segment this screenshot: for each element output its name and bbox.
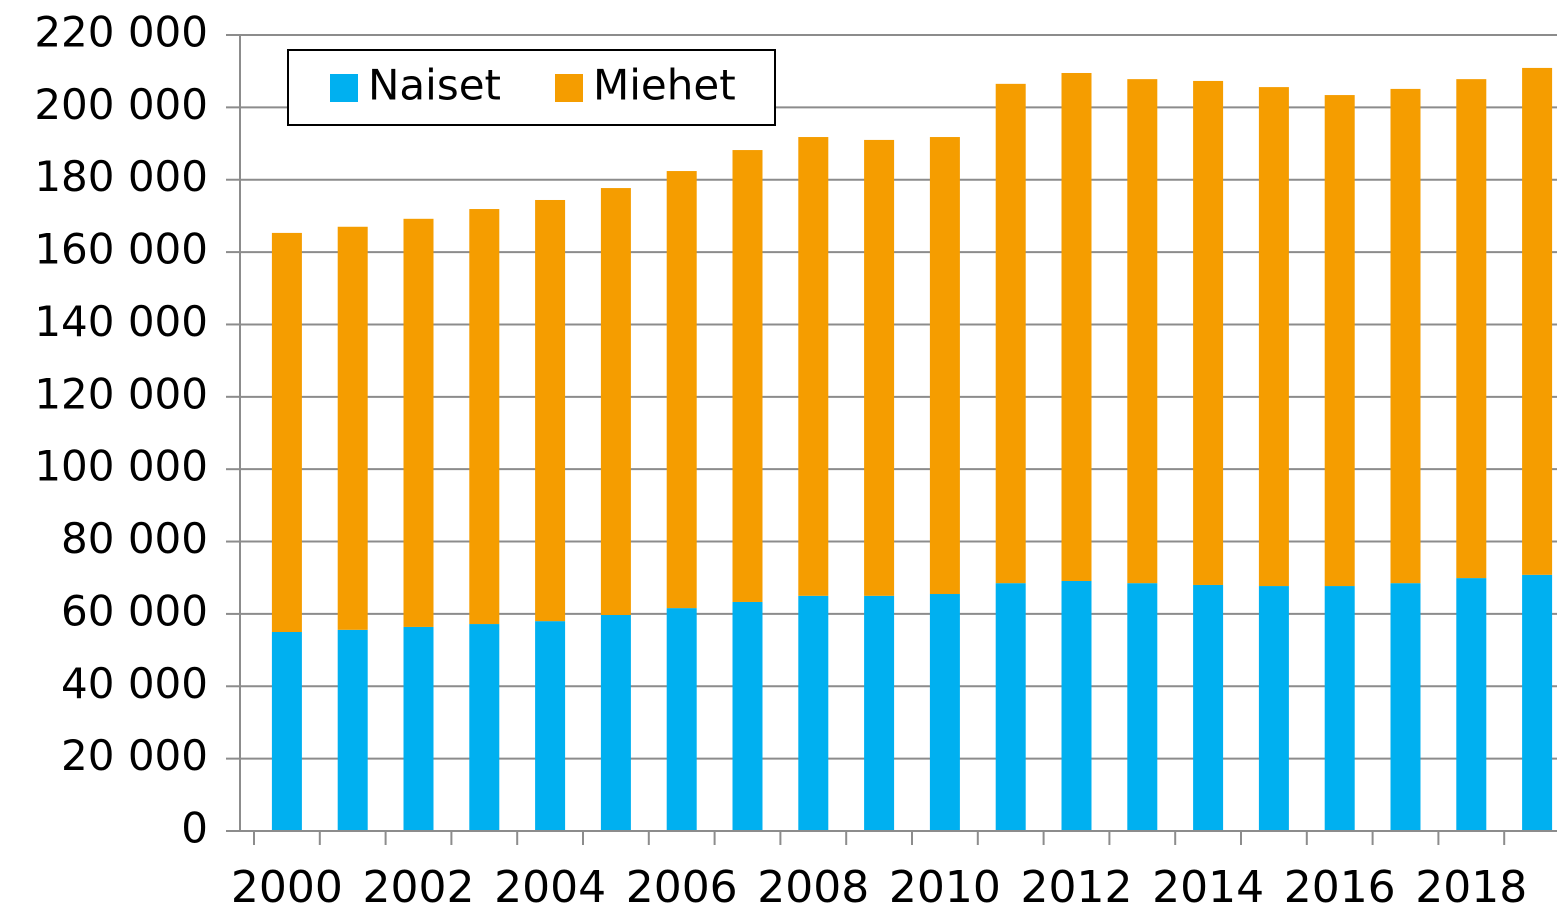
x-tick-label: 2004: [494, 862, 606, 913]
y-tick-label: 220 000: [34, 8, 208, 57]
x-tick-label: 2006: [626, 862, 738, 913]
x-tick-label: 2002: [363, 862, 475, 913]
bar-segment: [271, 232, 302, 632]
bar-segment: [1522, 574, 1553, 831]
bar-segment: [995, 83, 1026, 584]
y-tick-label: 80 000: [61, 514, 208, 563]
bar-segment: [535, 199, 566, 622]
bar-segment: [1456, 79, 1487, 579]
bar-segment: [1324, 586, 1355, 831]
bar-segment: [403, 626, 434, 831]
bar-segment: [798, 137, 829, 596]
legend-box: [287, 49, 776, 126]
bar-segment: [469, 624, 500, 831]
y-tick-label: 20 000: [61, 731, 208, 780]
bar-segment: [337, 629, 368, 831]
legend-swatch: [555, 74, 583, 102]
bar-segment: [1061, 72, 1092, 581]
legend: Naiset Miehet: [287, 49, 776, 126]
bar-segment: [337, 226, 368, 630]
bar-segment: [535, 621, 566, 831]
bar-segment: [1390, 88, 1421, 584]
bar-segment: [1258, 87, 1289, 587]
x-tick-label: 2008: [757, 862, 869, 913]
x-tick-label: 2000: [231, 862, 343, 913]
bar-segment: [864, 139, 895, 596]
x-tick-label: 2014: [1152, 862, 1264, 913]
y-tick-label: 160 000: [34, 225, 208, 274]
bar-segment: [271, 632, 302, 831]
bar-segment: [1127, 583, 1158, 831]
bar-segment: [864, 595, 895, 831]
y-tick-label: 180 000: [34, 152, 208, 201]
bar-segment: [1193, 80, 1224, 585]
bar-segment: [995, 583, 1026, 831]
bar-segment: [666, 171, 697, 609]
bar-segment: [798, 595, 829, 831]
bar-segment: [1456, 578, 1487, 831]
y-tick-label: 40 000: [61, 659, 208, 708]
y-tick-label: 120 000: [34, 369, 208, 418]
bar-segment: [1390, 583, 1421, 831]
bar-segment: [666, 608, 697, 831]
bar-segment: [732, 601, 763, 831]
bar-segment: [732, 150, 763, 602]
y-tick-label: 0: [181, 804, 208, 853]
x-tick-label: 2010: [889, 862, 1001, 913]
x-tick-label: 2018: [1415, 862, 1527, 913]
y-tick-label: 200 000: [34, 80, 208, 129]
bar-segment: [403, 218, 434, 627]
bar-segment: [600, 614, 631, 831]
x-tick-label: 2012: [1021, 862, 1133, 913]
y-tick-label: 140 000: [34, 297, 208, 346]
bar-segment: [600, 188, 631, 615]
legend-label: Miehet: [593, 61, 736, 110]
x-tick-label: 2016: [1284, 862, 1396, 913]
legend-label: Naiset: [368, 61, 501, 110]
legend-swatch: [330, 74, 358, 102]
bar-segment: [1193, 584, 1224, 831]
bar-segment: [1258, 586, 1289, 831]
y-tick-label: 60 000: [61, 586, 208, 635]
bar-segment: [469, 209, 500, 625]
bar-segment: [1324, 95, 1355, 587]
bar-segment: [1522, 67, 1553, 575]
bar-segment: [929, 137, 960, 595]
bar-segment: [929, 594, 960, 831]
y-tick-label: 100 000: [34, 442, 208, 491]
bar-segment: [1061, 580, 1092, 831]
bar-segment: [1127, 79, 1158, 584]
